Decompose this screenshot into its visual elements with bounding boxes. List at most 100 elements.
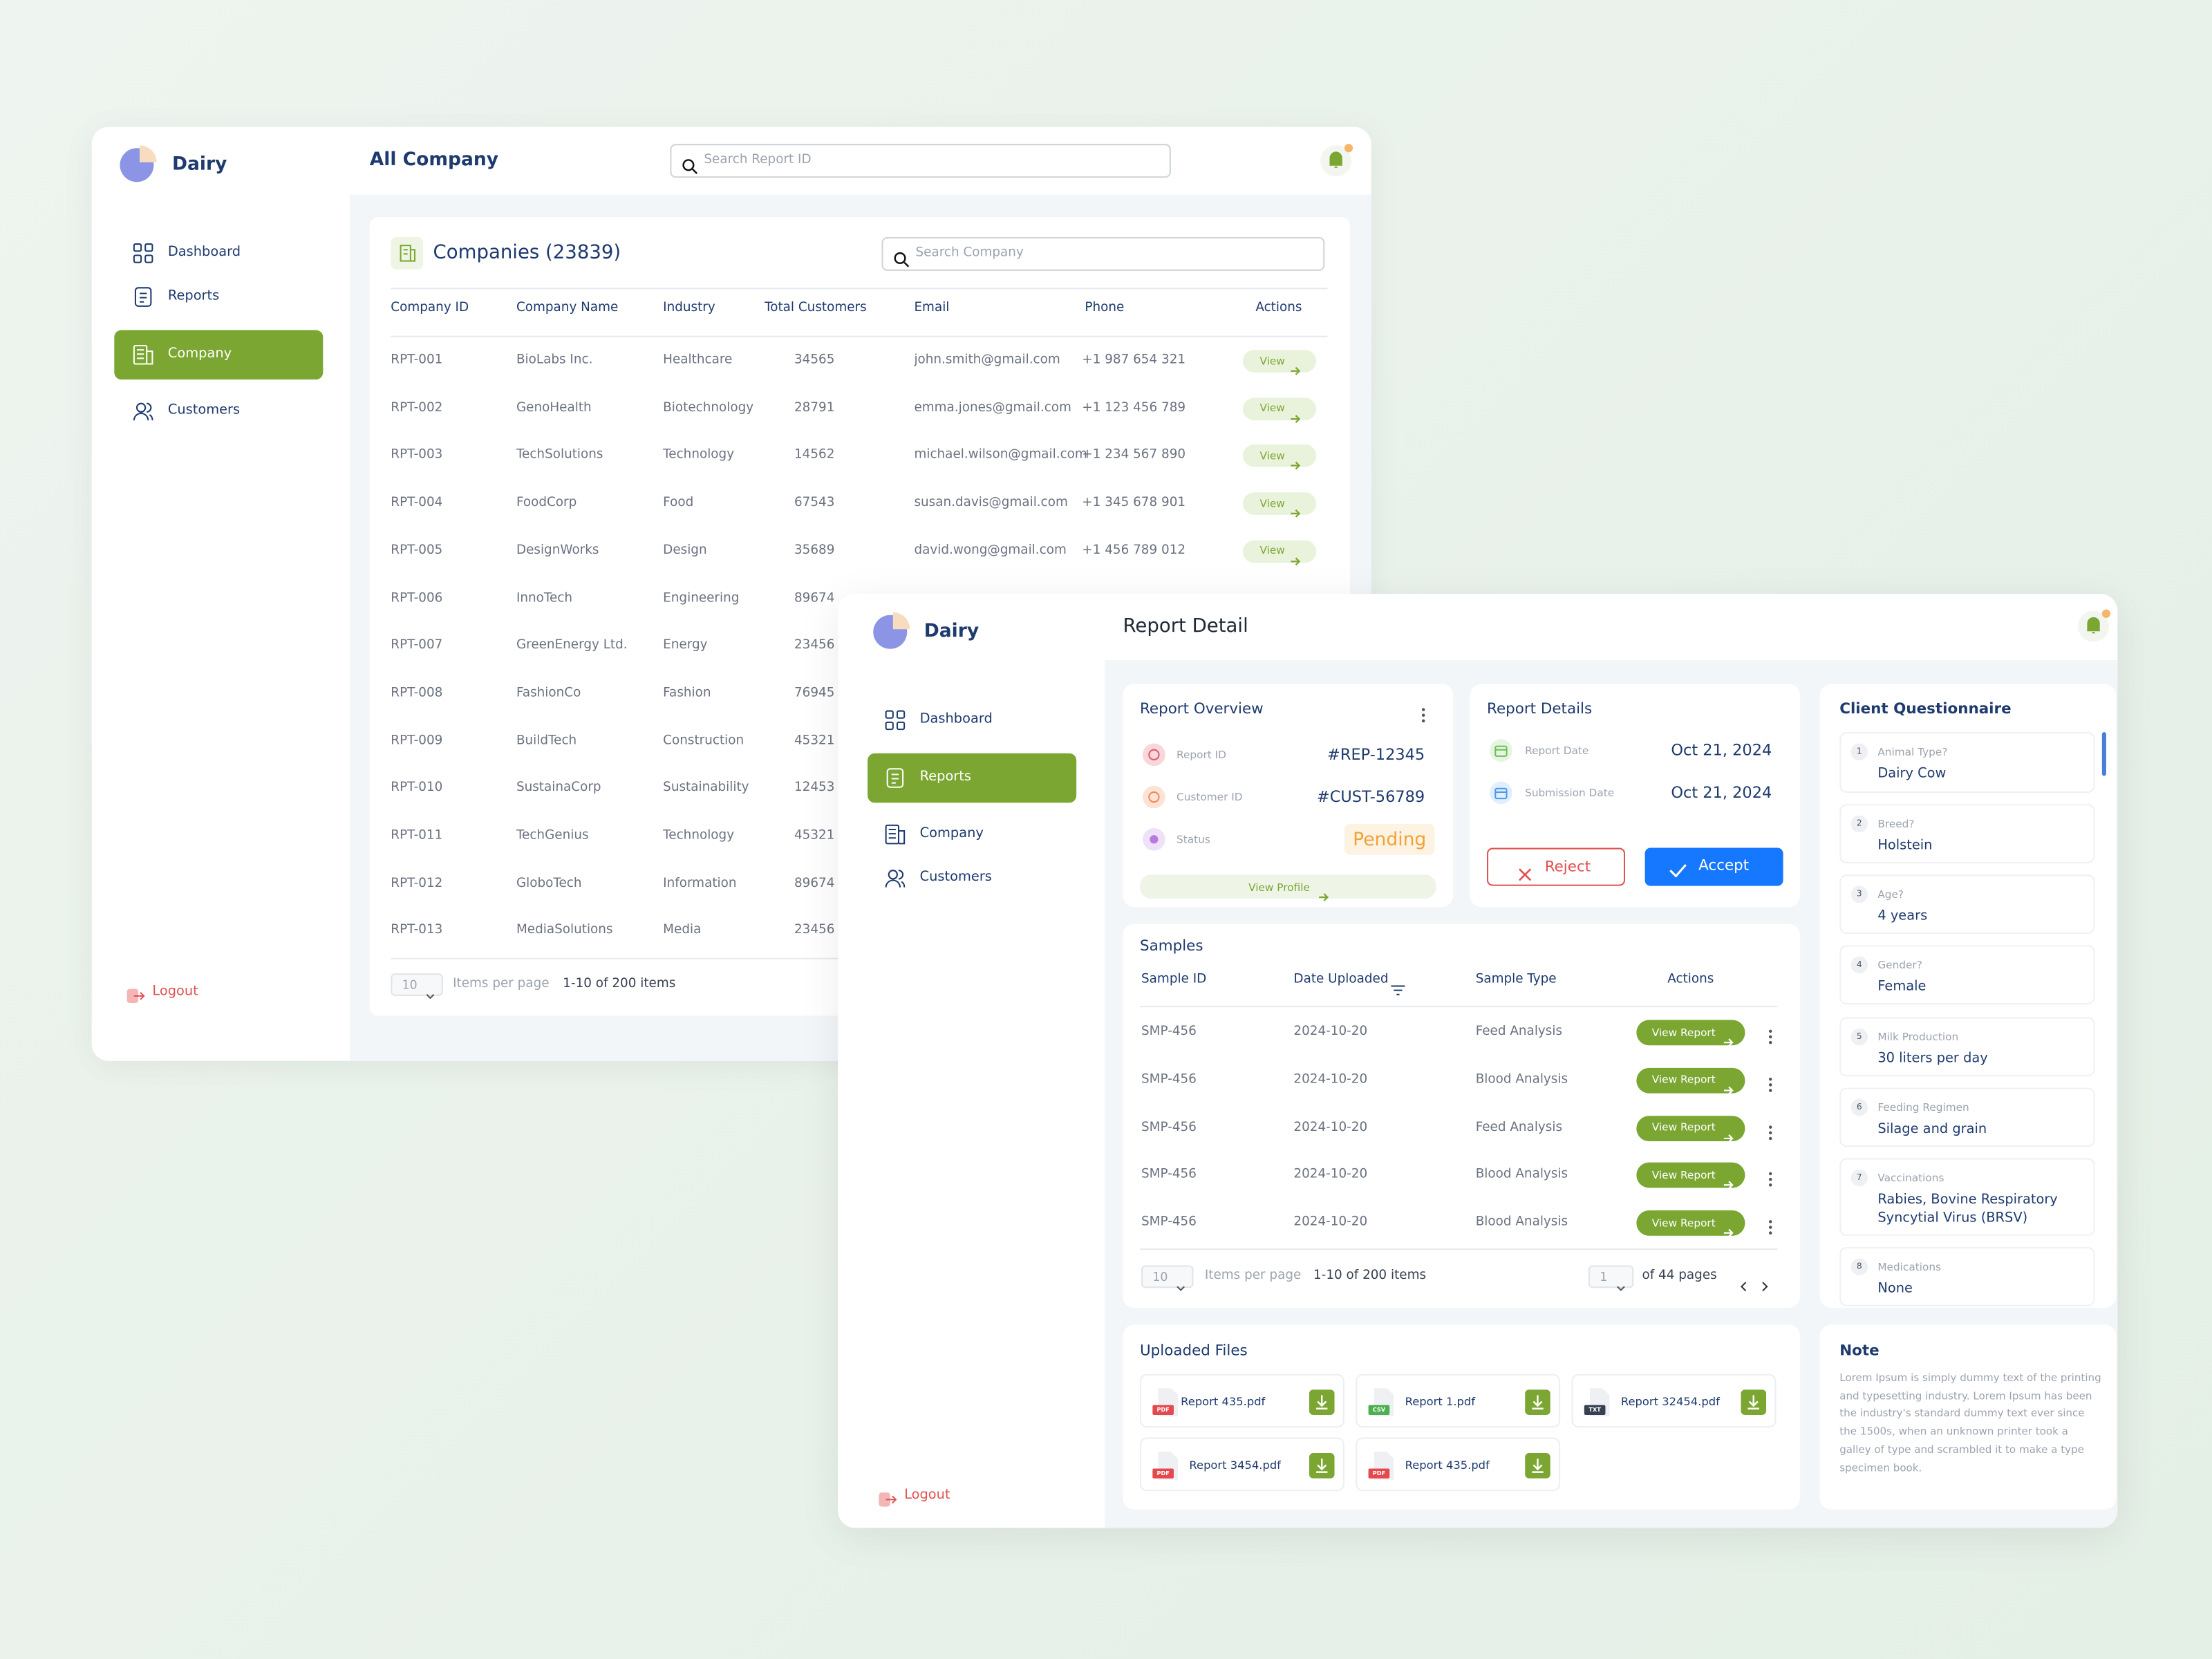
question-number: 4 <box>1850 956 1868 974</box>
view-report-button[interactable]: View Report <box>1636 1067 1745 1095</box>
table-cell: +1 234 567 890 <box>1082 448 1186 463</box>
table-cell: Fashion <box>663 686 711 701</box>
logout-link[interactable]: Logout <box>904 1487 950 1503</box>
view-button[interactable]: View <box>1242 444 1317 471</box>
question-item: 8 Medications None <box>1839 1247 2095 1306</box>
nav-icon[interactable] <box>885 709 906 731</box>
view-button[interactable]: View <box>1242 397 1317 423</box>
nav-icon[interactable] <box>885 767 906 788</box>
question-label: Animal Type? <box>1877 745 1948 758</box>
chevron <box>1175 1273 1186 1291</box>
nav-item[interactable]: Company <box>919 825 984 841</box>
nav-item[interactable]: Reports <box>167 288 220 304</box>
button-label: View Report <box>1651 1216 1716 1229</box>
download-button[interactable] <box>1309 1453 1335 1479</box>
download-button[interactable] <box>1741 1389 1767 1415</box>
view-report-button[interactable]: View Report <box>1636 1163 1745 1190</box>
table-cell: 2024-10-20 <box>1293 1024 1368 1040</box>
file-item[interactable]: PDF Report 435.pdf <box>1356 1437 1561 1492</box>
nav-icon[interactable] <box>885 823 906 845</box>
file-item[interactable]: PDF Report 3454.pdf <box>1139 1437 1344 1492</box>
download-button[interactable] <box>1309 1389 1335 1415</box>
question-label: Breed? <box>1877 817 1915 831</box>
card-title: Client Questionnaire <box>1839 700 2012 718</box>
view-report-button[interactable]: View Report <box>1636 1210 1745 1237</box>
table-cell: BioLabs Inc. <box>516 353 593 368</box>
column-header: Sample ID <box>1141 973 1207 987</box>
accept-button[interactable]: Accept <box>1644 847 1783 886</box>
table-cell: susan.davis@gmail.com <box>914 496 1068 511</box>
divider <box>391 288 1328 290</box>
table-cell: RPT-008 <box>391 686 443 701</box>
question-item: 1 Animal Type? Dairy Cow <box>1839 732 2095 793</box>
next-page[interactable] <box>1759 1271 1770 1292</box>
table-cell: 35689 <box>794 543 835 558</box>
arrow-icon <box>1289 545 1301 565</box>
answer: 30 liters per day <box>1877 1051 1988 1067</box>
file-item[interactable]: TXT Report 32454.pdf <box>1571 1374 1777 1428</box>
table-cell: 89674 <box>794 876 835 891</box>
field-value: #CUST-56789 <box>1316 787 1425 807</box>
table-cell: RPT-009 <box>391 733 443 749</box>
nav-item[interactable]: Company <box>167 346 232 362</box>
table-cell: TechGenius <box>516 829 589 843</box>
column-header: Company ID <box>391 301 469 316</box>
nav-item[interactable]: Reports <box>919 769 972 785</box>
logout-link[interactable]: Logout <box>152 984 198 1000</box>
more-menu[interactable] <box>1768 1120 1773 1140</box>
more-menu[interactable] <box>1768 1168 1773 1188</box>
view-report-button[interactable]: View Report <box>1636 1115 1745 1143</box>
nav-icon[interactable] <box>133 242 154 263</box>
arrow-icon <box>1723 1027 1734 1047</box>
button-label: View <box>1259 354 1285 367</box>
nav-icon[interactable] <box>133 344 154 365</box>
more-menu[interactable] <box>1768 1024 1773 1044</box>
button-label: View Report <box>1651 1025 1716 1039</box>
reject-button[interactable]: Reject <box>1487 847 1626 886</box>
more-menu[interactable] <box>1421 702 1426 723</box>
answer: None <box>1877 1281 1913 1297</box>
search-icon <box>682 153 698 174</box>
prev-page[interactable] <box>1738 1271 1749 1292</box>
more-menu[interactable] <box>1768 1215 1773 1235</box>
download-button[interactable] <box>1525 1453 1550 1479</box>
nav-icon[interactable] <box>133 400 154 422</box>
filter-icon[interactable] <box>1391 975 1405 995</box>
download-button[interactable] <box>1525 1389 1550 1415</box>
card-icon <box>391 236 424 270</box>
table-cell: Technology <box>663 829 735 843</box>
table-cell: Construction <box>663 733 744 749</box>
file-item[interactable]: CSV Report 1.pdf <box>1356 1374 1561 1428</box>
view-button[interactable]: View <box>1242 540 1317 565</box>
question-label: Milk Production <box>1877 1030 1959 1044</box>
search-box[interactable]: Search Company <box>881 236 1325 271</box>
nav-icon[interactable] <box>133 285 154 307</box>
nav-item[interactable]: Dashboard <box>919 711 993 727</box>
question-number: 1 <box>1850 743 1868 760</box>
view-button[interactable]: View <box>1242 492 1317 518</box>
nav-item[interactable]: Customers <box>919 869 992 885</box>
page-size-select[interactable]: 1 <box>1588 1265 1634 1291</box>
page-size-select[interactable]: 10 <box>391 973 443 1000</box>
nav-item[interactable]: Customers <box>167 402 241 418</box>
table-cell: 2024-10-20 <box>1293 1072 1368 1087</box>
table-cell: 12453 <box>794 781 835 796</box>
button-label: Accept <box>1698 857 1750 874</box>
field-label: Report Date <box>1525 744 1589 757</box>
nav-item[interactable]: Dashboard <box>167 244 241 261</box>
table-cell: SMP-456 <box>1141 1120 1197 1135</box>
question-number: 3 <box>1850 885 1868 903</box>
file-type: PDF <box>1156 1405 1170 1413</box>
logo-icon <box>118 144 158 183</box>
view-profile-button[interactable]: View Profile <box>1139 874 1436 901</box>
arrow-icon <box>1289 403 1301 423</box>
more-menu[interactable] <box>1768 1072 1773 1092</box>
nav-icon[interactable] <box>885 867 906 888</box>
view-button[interactable]: View <box>1242 350 1317 375</box>
view-report-button[interactable]: View Report <box>1636 1020 1745 1047</box>
search-box[interactable]: Search Report ID <box>670 144 1171 178</box>
file-item[interactable]: PDF Report 435.pdf <box>1139 1374 1344 1428</box>
page-size-select[interactable]: 10 <box>1141 1265 1194 1291</box>
column-header: Sample Type <box>1475 973 1557 987</box>
